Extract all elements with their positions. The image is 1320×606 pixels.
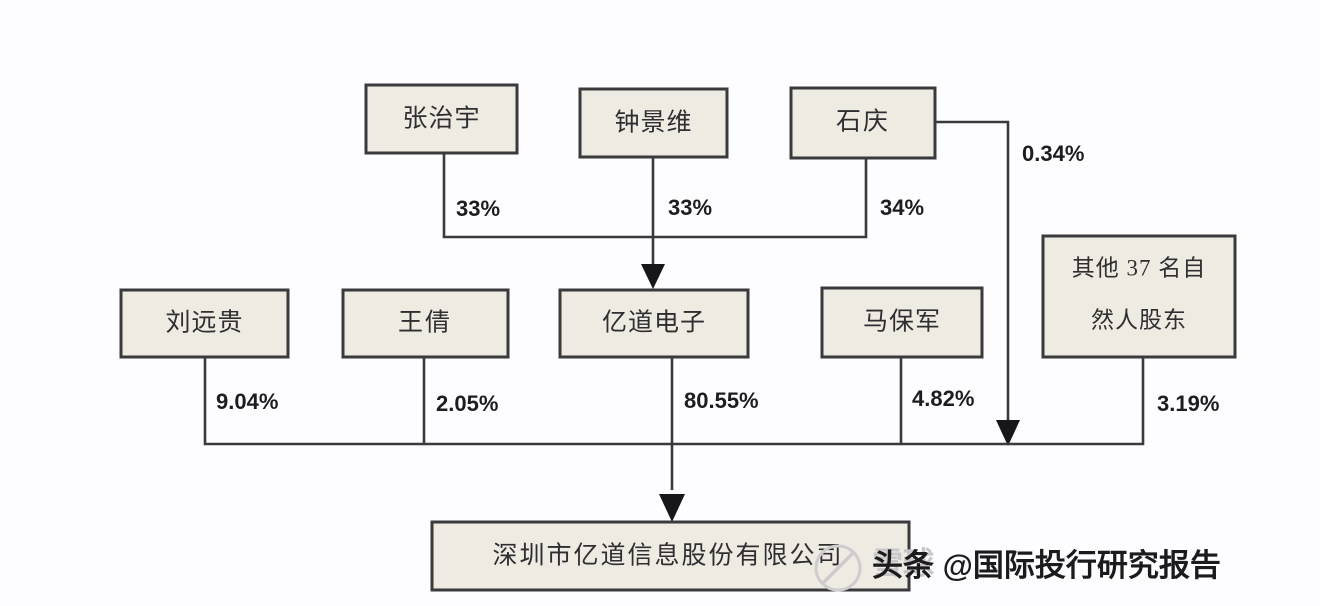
node-other-shareholders[interactable]: 其他 37 名自 然人股东 bbox=[1041, 234, 1237, 359]
edge-line-shi-to-yidao bbox=[653, 158, 868, 239]
percent-label-shi-to-yidao: 34% bbox=[880, 195, 924, 220]
percent-label-shi-to-target: 0.34% bbox=[1022, 141, 1084, 166]
edge-arrowhead-shi-to-bus bbox=[996, 420, 1020, 446]
edge-line-other-to-target bbox=[672, 357, 1145, 446]
node-box-other-shareholders[interactable] bbox=[1041, 234, 1237, 359]
node-label-zhang-zhiyu: 张治宇 bbox=[402, 105, 480, 133]
edge-group-shi-direct bbox=[935, 120, 1020, 446]
node-label-other-shareholders-line2: 然人股东 bbox=[1091, 307, 1187, 332]
percent-label-other-to-target: 3.19% bbox=[1157, 391, 1219, 416]
edge-line-liu-to-target bbox=[203, 357, 672, 446]
node-label-zhong-jingwei: 钟景维 bbox=[614, 109, 692, 137]
node-liu-yuangui[interactable]: 刘远贵 bbox=[119, 288, 290, 359]
edge-line-zhang-to-yidao bbox=[442, 152, 653, 239]
node-box-zhang-zhiyu[interactable] bbox=[364, 83, 519, 155]
watermark-logo-icon bbox=[814, 544, 862, 592]
node-box-wang-qian[interactable] bbox=[341, 288, 510, 359]
watermark-ghost-label: 雪球 bbox=[872, 546, 935, 581]
watermark-label: 头条 @国际投行研究报告 bbox=[872, 548, 1221, 583]
node-label-yidao-dianzi: 亿道电子 bbox=[602, 309, 706, 337]
node-label-shi-qing: 石庆 bbox=[836, 108, 890, 136]
percent-label-wang-to-target: 2.05% bbox=[436, 391, 498, 416]
node-zhang-zhiyu[interactable]: 张治宇 bbox=[364, 83, 519, 155]
node-label-target-company: 深圳市亿道信息股份有限公司 bbox=[492, 542, 843, 570]
node-shi-qing[interactable]: 石庆 bbox=[789, 86, 937, 160]
percent-label-zhong-to-yidao: 33% bbox=[668, 195, 712, 220]
edge-arrowhead-into-target bbox=[659, 494, 685, 522]
node-zhong-jingwei[interactable]: 钟景维 bbox=[578, 87, 729, 159]
node-yidao-dianzi[interactable]: 亿道电子 bbox=[558, 288, 750, 359]
node-box-shi-qing[interactable] bbox=[789, 86, 937, 160]
percent-label-yidao-to-target: 80.55% bbox=[684, 388, 759, 413]
node-wang-qian[interactable]: 王倩 bbox=[341, 288, 510, 359]
node-box-zhong-jingwei[interactable] bbox=[578, 87, 729, 159]
node-label-liu-yuangui: 刘远贵 bbox=[165, 309, 243, 337]
percent-label-liu-to-target: 9.04% bbox=[216, 389, 278, 414]
edge-group-top-tier bbox=[442, 152, 868, 289]
percent-label-ma-to-target: 4.82% bbox=[912, 386, 974, 411]
edge-line-shi-to-target bbox=[935, 120, 1010, 424]
percent-label-zhang-to-yidao: 33% bbox=[456, 196, 500, 221]
node-label-other-shareholders-line1: 其他 37 名自 bbox=[1072, 255, 1207, 280]
node-label-ma-baojun: 马保军 bbox=[863, 308, 941, 336]
watermark: 雪球 头条 @国际投行研究报告 bbox=[814, 544, 1221, 592]
edge-arrowhead-into-yidao bbox=[641, 264, 665, 289]
node-target-company[interactable]: 深圳市亿道信息股份有限公司 bbox=[430, 520, 911, 592]
node-box-yidao-dianzi[interactable] bbox=[558, 288, 750, 359]
node-label-wang-qian: 王倩 bbox=[398, 309, 452, 337]
node-box-ma-baojun[interactable] bbox=[820, 286, 984, 359]
edge-group-bottom-tier bbox=[203, 357, 1145, 522]
node-box-liu-yuangui[interactable] bbox=[119, 288, 290, 359]
watermark-logo-slash-icon bbox=[822, 552, 854, 584]
node-ma-baojun[interactable]: 马保军 bbox=[820, 286, 984, 359]
percent-label-group: 33% 33% 34% 0.34% 9.04% 2.05% 80.55% 4.8… bbox=[216, 141, 1219, 416]
